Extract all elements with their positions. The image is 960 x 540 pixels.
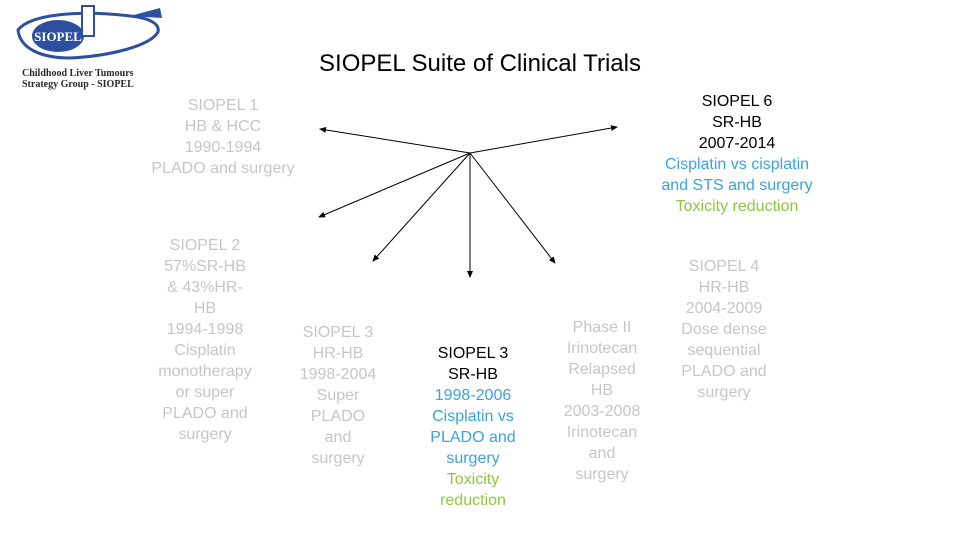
trial-siopel3-sr-group: SR-HB	[448, 366, 498, 383]
trial-siopel3-hr-line: HR-HB	[312, 345, 364, 362]
logo-caption-line-2: Strategy Group - SIOPEL	[22, 79, 134, 90]
arrow-to-siopel3-hr	[372, 152, 471, 262]
trial-siopel2: SIOPEL 2 57%SR-HB & 43%HR- HB 1994-1998 …	[145, 235, 265, 445]
trial-siopel1-line: 1990-1994	[184, 139, 262, 156]
trial-siopel4: SIOPEL 4 HR-HB 2004-2009 Dose dense sequ…	[668, 256, 780, 403]
trial-siopel4-line: Dose dense	[681, 321, 767, 338]
trial-siopel2-line: HB	[193, 300, 217, 317]
trial-siopel3-hr-line: surgery	[311, 450, 365, 467]
trial-siopel6: SIOPEL 6 SR-HB 2007-2014 Cisplatin vs ci…	[646, 91, 828, 217]
trial-siopel3-sr-design: Cisplatin vs	[432, 408, 514, 425]
trial-siopel2-line: PLADO and	[162, 405, 248, 422]
trial-siopel6-aim: Toxicity reduction	[675, 198, 799, 215]
trial-siopel6-group: SR-HB	[712, 114, 762, 131]
trial-siopel2-line: 1994-1998	[166, 321, 244, 338]
trial-phase2-line: Relapsed	[568, 361, 636, 378]
trial-siopel3-sr-design: surgery	[446, 450, 500, 467]
logo-caption-line-1: Childhood Liver Tumours	[22, 68, 134, 79]
siopel-logo: SIOPEL Childhood Liver Tumours Strategy …	[0, 0, 180, 96]
trial-siopel3-sr-years: 1998-2006	[434, 387, 512, 404]
trial-phase2-line: HB	[590, 382, 614, 399]
trial-siopel2-line: Cisplatin	[174, 342, 236, 359]
page-title: SIOPEL Suite of Clinical Trials	[319, 50, 641, 77]
trial-siopel3-hr-line: Super	[316, 387, 360, 404]
trial-siopel3-sr-name: SIOPEL 3	[437, 345, 509, 362]
trial-siopel1: SIOPEL 1 HB & HCC 1990-1994 PLADO and su…	[138, 95, 308, 179]
trial-siopel4-line: sequential	[687, 342, 761, 359]
trial-siopel6-years: 2007-2014	[698, 135, 776, 152]
trial-siopel4-line: 2004-2009	[685, 300, 763, 317]
trial-siopel1-line: HB & HCC	[184, 118, 262, 135]
trial-siopel3-hr-line: PLADO	[310, 408, 366, 425]
arrow-to-siopel1	[319, 126, 471, 154]
trial-siopel1-line: SIOPEL 1	[187, 97, 259, 114]
trial-siopel2-line: 57%SR-HB	[164, 258, 246, 275]
trial-siopel2-line: & 43%HR-	[167, 279, 243, 296]
trial-siopel6-design: and STS and surgery	[661, 177, 813, 194]
trial-phase2: Phase II Irinotecan Relapsed HB 2003-200…	[553, 317, 651, 485]
trial-siopel4-line: HR-HB	[698, 279, 750, 296]
trial-phase2-line: and	[588, 445, 616, 462]
logo-emblem-text: SIOPEL	[34, 29, 82, 44]
trial-siopel3-sr-aim: Toxicity	[446, 471, 500, 488]
trial-siopel3-sr-aim: reduction	[440, 492, 506, 509]
trial-phase2-line: surgery	[575, 466, 629, 483]
trial-siopel2-line: monotherapy	[158, 363, 252, 380]
arrow-to-siopel6	[469, 125, 618, 154]
trial-siopel6-name: SIOPEL 6	[701, 93, 773, 110]
trial-siopel3-hr: SIOPEL 3 HR-HB 1998-2004 Super PLADO and…	[288, 322, 388, 469]
trial-siopel4-line: PLADO and	[681, 363, 767, 380]
trial-phase2-line: Irinotecan	[566, 340, 638, 357]
trial-siopel4-line: surgery	[697, 384, 751, 401]
trial-siopel2-line: SIOPEL 2	[169, 237, 241, 254]
trial-siopel3-hr-line: 1998-2004	[299, 366, 377, 383]
trial-siopel2-line: or super	[175, 384, 235, 401]
trial-siopel4-line: SIOPEL 4	[688, 258, 760, 275]
trial-siopel3-sr: SIOPEL 3 SR-HB 1998-2006 Cisplatin vs PL…	[418, 343, 528, 511]
trial-siopel1-line: PLADO and surgery	[151, 160, 295, 177]
trial-siopel3-sr-design: PLADO and	[430, 429, 516, 446]
liver-emblem-icon: SIOPEL	[16, 5, 162, 60]
trial-phase2-line: 2003-2008	[563, 403, 641, 420]
trial-siopel2-line: surgery	[178, 426, 232, 443]
arrow-to-phase2	[469, 152, 556, 264]
trial-siopel3-hr-line: SIOPEL 3	[302, 324, 374, 341]
logo-caption: Childhood Liver Tumours Strategy Group -…	[22, 68, 134, 90]
trial-phase2-line: Irinotecan	[566, 424, 638, 441]
trial-siopel6-design: Cisplatin vs cisplatin	[664, 156, 810, 173]
trial-siopel3-hr-line: and	[324, 429, 352, 446]
arrow-to-siopel2	[318, 152, 471, 218]
trial-phase2-line: Phase II	[572, 319, 632, 336]
